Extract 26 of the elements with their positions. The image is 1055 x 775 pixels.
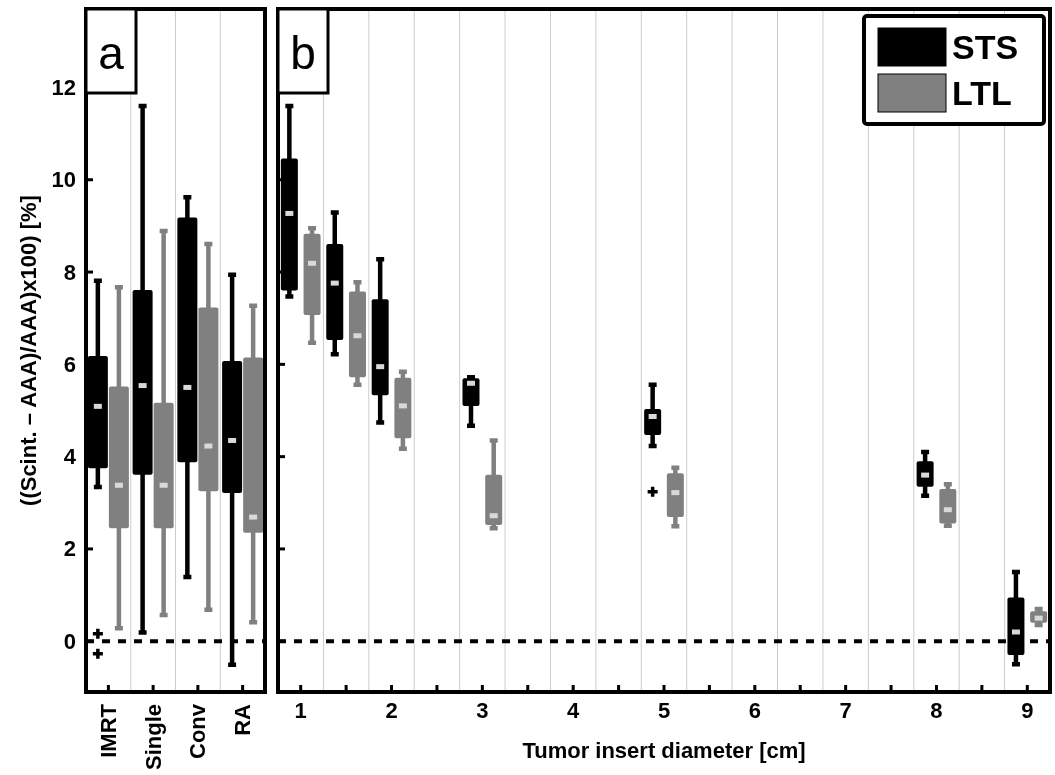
y-tick-label: 12 <box>51 74 76 100</box>
x-tick-label: 6 <box>748 698 761 723</box>
x-tick-label: 4 <box>567 698 581 723</box>
x-tick-label: 5 <box>657 698 671 723</box>
x-tick-label: Conv <box>185 703 211 759</box>
x-tick-label: IMRT <box>95 703 121 758</box>
y-tick-label: 0 <box>63 628 76 654</box>
y-tick-label: 2 <box>63 536 76 562</box>
y-tick-label: 4 <box>63 444 77 470</box>
x-tick-label: 9 <box>1021 698 1034 723</box>
y-tick-label: 10 <box>51 167 76 193</box>
x-tick-label: 8 <box>930 698 943 723</box>
y-axis-title: ((Scint. – AAA)/AAA)x100) [%] <box>15 195 41 506</box>
legend-label: STS <box>952 28 1019 66</box>
legend-label: LTL <box>952 74 1012 112</box>
y-tick-label: 6 <box>63 351 76 377</box>
chart-title: a <box>98 27 125 79</box>
x-tick-label: 2 <box>385 698 398 723</box>
x-tick-label: Single <box>140 704 166 771</box>
y-tick-label: 8 <box>63 259 76 285</box>
x-tick-label: 1 <box>294 698 307 723</box>
x-axis-title: Tumor insert diameter [cm] <box>522 738 806 763</box>
x-tick-label: 7 <box>839 698 852 723</box>
chart-title: b <box>290 27 316 79</box>
x-tick-label: 3 <box>476 698 489 723</box>
x-tick-label: RA <box>230 703 256 736</box>
